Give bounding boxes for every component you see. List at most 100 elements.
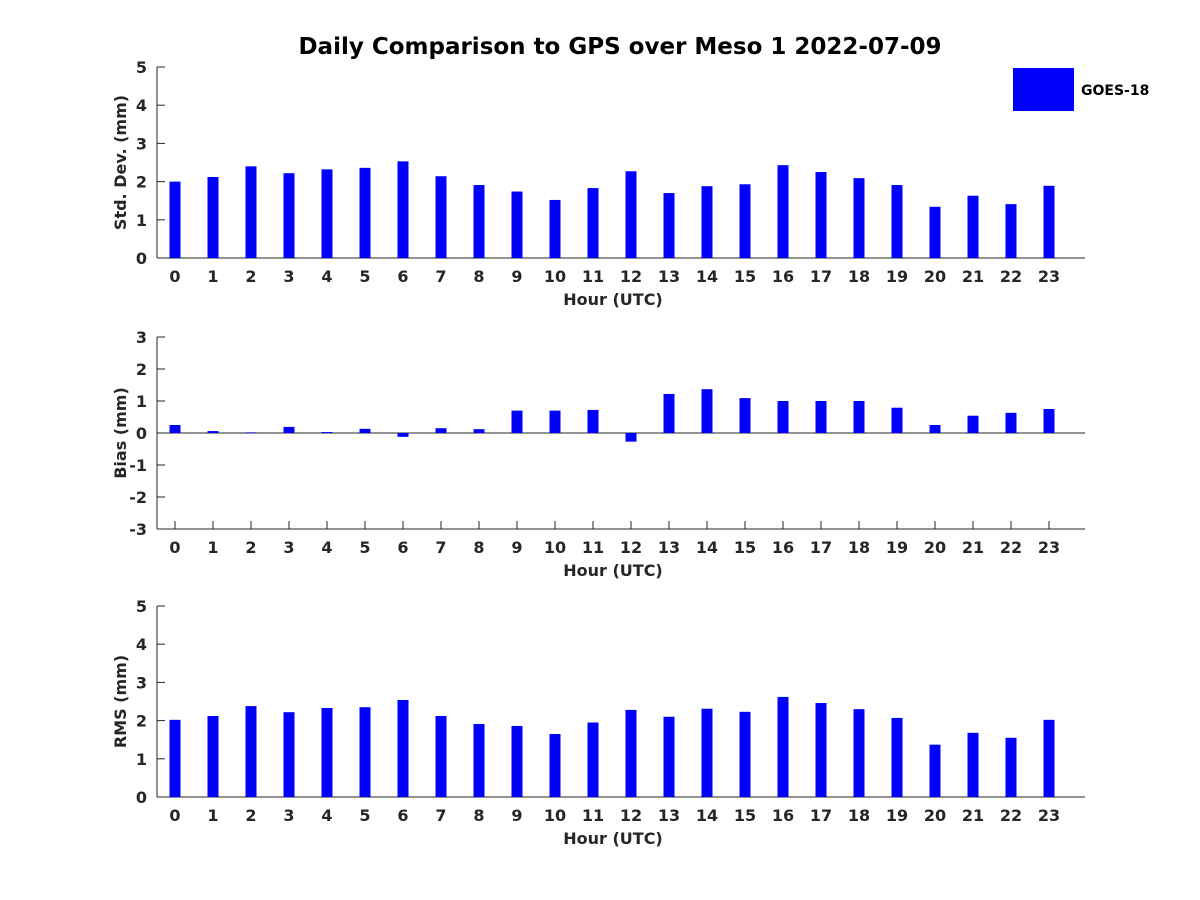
rms-y-tick-label: 3 bbox=[136, 673, 147, 692]
bias-bar bbox=[967, 415, 979, 433]
std-dev-y-tick-label: 5 bbox=[136, 58, 147, 77]
rms-bar bbox=[321, 707, 333, 797]
std-dev-x-tick-label: 19 bbox=[886, 267, 908, 286]
rms-x-tick-label: 3 bbox=[283, 806, 294, 825]
rms-bar bbox=[663, 716, 675, 797]
std-dev-x-tick-label: 21 bbox=[962, 267, 984, 286]
std-dev-x-tick-label: 10 bbox=[544, 267, 566, 286]
rms-x-tick-label: 12 bbox=[620, 806, 642, 825]
bias-x-tick-label: 1 bbox=[207, 538, 218, 557]
rms-x-tick-label: 9 bbox=[511, 806, 522, 825]
rms-bar bbox=[397, 699, 409, 797]
rms-bar bbox=[207, 716, 219, 797]
rms-bar bbox=[473, 724, 485, 797]
rms-x-tick-label: 7 bbox=[435, 806, 446, 825]
std-dev-bar bbox=[473, 185, 485, 258]
rms-bar bbox=[511, 725, 523, 797]
std-dev-bar bbox=[283, 173, 295, 258]
std-dev-x-tick-label: 12 bbox=[620, 267, 642, 286]
bias-y-tick-label: -1 bbox=[129, 456, 147, 475]
std-dev-x-tick-label: 17 bbox=[810, 267, 832, 286]
std-dev-y-tick-label: 0 bbox=[136, 249, 147, 268]
rms-bar bbox=[245, 706, 257, 797]
rms-bar bbox=[1005, 737, 1017, 797]
bias-x-tick-label: 8 bbox=[473, 538, 484, 557]
std-dev-bar bbox=[435, 176, 447, 258]
bias-bar bbox=[663, 393, 675, 433]
std-dev-x-tick-label: 4 bbox=[321, 267, 332, 286]
legend: GOES-18 bbox=[1013, 68, 1149, 111]
bias-y-tick-label: -2 bbox=[129, 488, 147, 507]
rms-bar bbox=[169, 719, 181, 797]
rms-bar bbox=[853, 709, 865, 797]
rms-x-tick-label: 2 bbox=[245, 806, 256, 825]
bias-x-tick-label: 4 bbox=[321, 538, 332, 557]
std-dev-x-axis-label: Hour (UTC) bbox=[563, 290, 663, 309]
bias-bar bbox=[929, 425, 941, 433]
std-dev-y-tick-label: 4 bbox=[136, 96, 147, 115]
bias-bar bbox=[473, 429, 485, 433]
std-dev-bar bbox=[701, 186, 713, 258]
std-dev-bar bbox=[929, 206, 941, 258]
std-dev-x-tick-label: 7 bbox=[435, 267, 446, 286]
rms-x-tick-label: 17 bbox=[810, 806, 832, 825]
bias-y-tick-label: -3 bbox=[129, 520, 147, 539]
std-dev-bar bbox=[739, 184, 751, 258]
std-dev-bar bbox=[511, 191, 523, 258]
rms-bar bbox=[1043, 719, 1055, 797]
rms-x-tick-label: 5 bbox=[359, 806, 370, 825]
bias-x-tick-label: 17 bbox=[810, 538, 832, 557]
bias-x-tick-label: 11 bbox=[582, 538, 604, 557]
rms-x-tick-label: 22 bbox=[1000, 806, 1022, 825]
bias-bar bbox=[435, 428, 447, 433]
bias-x-tick-label: 2 bbox=[245, 538, 256, 557]
rms-x-tick-label: 16 bbox=[772, 806, 794, 825]
rms-x-tick-label: 19 bbox=[886, 806, 908, 825]
std-dev-x-tick-label: 5 bbox=[359, 267, 370, 286]
bias-bar bbox=[815, 401, 827, 433]
legend-swatch bbox=[1013, 68, 1074, 111]
bias-bar bbox=[625, 433, 637, 442]
bias-bar bbox=[207, 431, 219, 433]
rms-bar bbox=[549, 733, 561, 797]
bias-x-tick-label: 9 bbox=[511, 538, 522, 557]
bias-x-tick-label: 6 bbox=[397, 538, 408, 557]
bias-bar bbox=[1005, 412, 1017, 433]
std-dev-x-tick-label: 8 bbox=[473, 267, 484, 286]
bias-bar bbox=[739, 398, 751, 433]
bias-bar bbox=[511, 410, 523, 433]
bias-bar bbox=[587, 409, 599, 433]
rms-y-axis-label: RMS (mm) bbox=[111, 655, 130, 748]
bias-bar bbox=[549, 410, 561, 433]
rms-bar bbox=[891, 717, 903, 797]
chart-title: Daily Comparison to GPS over Meso 1 2022… bbox=[298, 34, 941, 60]
bias-x-tick-label: 14 bbox=[696, 538, 718, 557]
std-dev-bar bbox=[245, 166, 257, 258]
bias-x-tick-label: 16 bbox=[772, 538, 794, 557]
rms-y-tick-label: 4 bbox=[136, 635, 147, 654]
rms-x-tick-label: 8 bbox=[473, 806, 484, 825]
std-dev-bar bbox=[663, 193, 675, 258]
rms-bar bbox=[777, 696, 789, 797]
bias-x-tick-label: 15 bbox=[734, 538, 756, 557]
std-dev-x-tick-label: 6 bbox=[397, 267, 408, 286]
bias-bar bbox=[245, 432, 257, 433]
std-dev-bar bbox=[397, 161, 409, 258]
rms-y-tick-label: 5 bbox=[136, 597, 147, 616]
bias-y-tick-label: 3 bbox=[136, 328, 147, 347]
std-dev-x-tick-label: 18 bbox=[848, 267, 870, 286]
rms-bar bbox=[815, 703, 827, 797]
std-dev-bar bbox=[549, 199, 561, 258]
rms-bar bbox=[701, 708, 713, 797]
rms-bar bbox=[587, 722, 599, 797]
std-dev-x-tick-label: 20 bbox=[924, 267, 946, 286]
bias-x-tick-label: 18 bbox=[848, 538, 870, 557]
rms-x-tick-label: 18 bbox=[848, 806, 870, 825]
bias-x-tick-label: 7 bbox=[435, 538, 446, 557]
rms-bar bbox=[283, 712, 295, 797]
bias-bar bbox=[701, 389, 713, 433]
std-dev-x-tick-label: 3 bbox=[283, 267, 294, 286]
bias-x-tick-label: 12 bbox=[620, 538, 642, 557]
bias-y-tick-label: 1 bbox=[136, 392, 147, 411]
